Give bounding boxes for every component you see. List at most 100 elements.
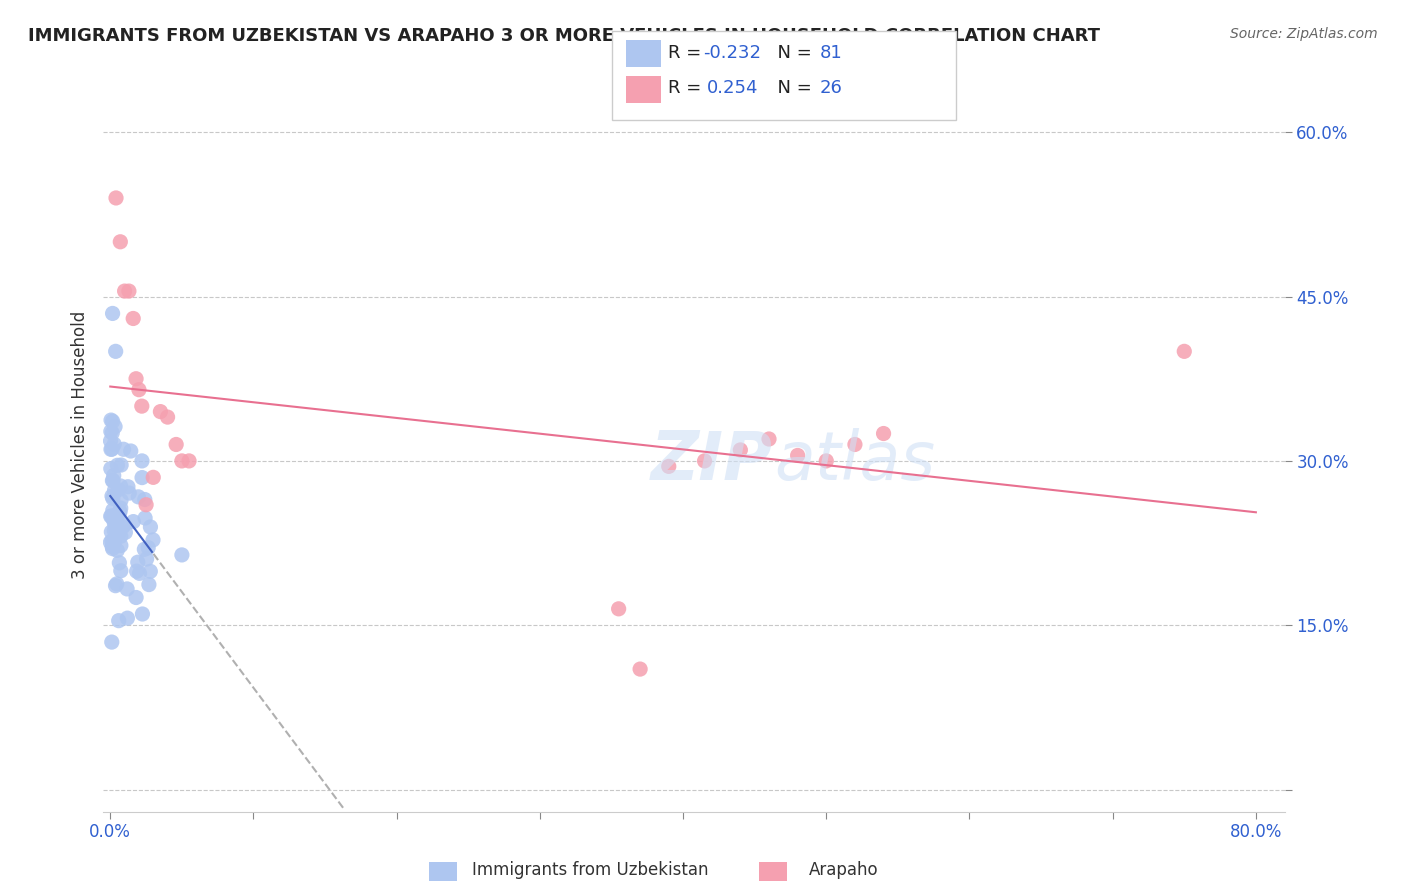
Point <box>104 509 127 524</box>
Point <box>104 579 127 593</box>
Point <box>170 548 193 562</box>
Text: R =: R = <box>668 44 707 62</box>
Point <box>105 577 128 591</box>
Point <box>100 535 122 549</box>
Point <box>100 461 122 475</box>
Point <box>134 542 156 557</box>
Point <box>114 525 136 540</box>
Text: Arapaho: Arapaho <box>808 861 879 879</box>
Text: Source: ZipAtlas.com: Source: ZipAtlas.com <box>1230 27 1378 41</box>
Text: atlas: atlas <box>775 428 935 494</box>
Point <box>120 444 142 458</box>
Text: 81: 81 <box>820 44 842 62</box>
Point <box>112 442 135 457</box>
Point <box>107 614 129 628</box>
Point <box>815 454 838 468</box>
Point <box>131 454 153 468</box>
Point <box>128 383 150 397</box>
Point <box>758 432 780 446</box>
Point <box>103 524 125 538</box>
Point <box>110 235 132 249</box>
Point <box>139 565 162 579</box>
Text: N =: N = <box>766 79 818 97</box>
Point <box>103 468 125 483</box>
Point <box>844 437 866 451</box>
Point <box>108 556 131 570</box>
Point <box>110 564 132 578</box>
Text: 26: 26 <box>820 79 842 97</box>
Point <box>136 541 159 555</box>
Point <box>103 535 125 549</box>
Point <box>142 533 165 547</box>
Point <box>101 541 124 556</box>
Point <box>693 454 716 468</box>
Point <box>135 552 157 566</box>
Point <box>105 516 128 530</box>
Point <box>110 479 132 493</box>
Point <box>177 454 200 468</box>
Point <box>103 483 125 498</box>
Point <box>101 474 124 488</box>
Point <box>786 449 808 463</box>
Text: -0.232: -0.232 <box>703 44 761 62</box>
Point <box>125 372 148 386</box>
Point <box>105 191 128 205</box>
Point <box>101 491 124 506</box>
Point <box>105 543 128 558</box>
Point <box>117 480 139 494</box>
Point <box>101 425 124 440</box>
Point <box>125 591 148 605</box>
Point <box>118 486 141 500</box>
Point <box>110 458 132 472</box>
Point <box>101 489 124 503</box>
Point <box>122 311 145 326</box>
Point <box>111 519 134 533</box>
Point <box>105 523 128 537</box>
Point <box>100 442 122 457</box>
Point <box>607 602 630 616</box>
Y-axis label: 3 or more Vehicles in Household: 3 or more Vehicles in Household <box>72 310 89 579</box>
Point <box>131 607 153 621</box>
Point <box>134 492 156 507</box>
Point <box>628 662 651 676</box>
Point <box>165 437 187 451</box>
Point <box>103 437 125 451</box>
Point <box>100 509 122 524</box>
Point <box>872 426 894 441</box>
Point <box>108 507 131 521</box>
Point <box>101 512 124 526</box>
Point <box>112 517 135 532</box>
Point <box>100 425 122 439</box>
Text: R =: R = <box>668 79 707 97</box>
Point <box>127 555 149 569</box>
Text: N =: N = <box>766 44 818 62</box>
Point <box>127 490 149 504</box>
Point <box>110 529 132 543</box>
Point <box>125 564 148 578</box>
Point <box>101 540 124 554</box>
Point <box>730 442 752 457</box>
Point <box>101 635 124 649</box>
Point <box>101 442 124 456</box>
Point <box>101 306 124 320</box>
Point <box>103 508 125 523</box>
Point <box>170 454 193 468</box>
Point <box>101 533 124 548</box>
Point <box>135 498 157 512</box>
Point <box>107 483 129 497</box>
Point <box>114 284 136 298</box>
Point <box>122 515 145 529</box>
Text: ZIP: ZIP <box>651 428 773 494</box>
Point <box>104 344 127 359</box>
Point <box>142 470 165 484</box>
Point <box>100 434 122 448</box>
Point <box>107 526 129 541</box>
Point <box>108 504 131 518</box>
Point <box>100 524 122 539</box>
Point <box>138 577 160 591</box>
Point <box>658 459 681 474</box>
Point <box>105 458 128 473</box>
Text: Immigrants from Uzbekistan: Immigrants from Uzbekistan <box>472 861 709 879</box>
Point <box>118 284 141 298</box>
Point <box>115 582 138 596</box>
